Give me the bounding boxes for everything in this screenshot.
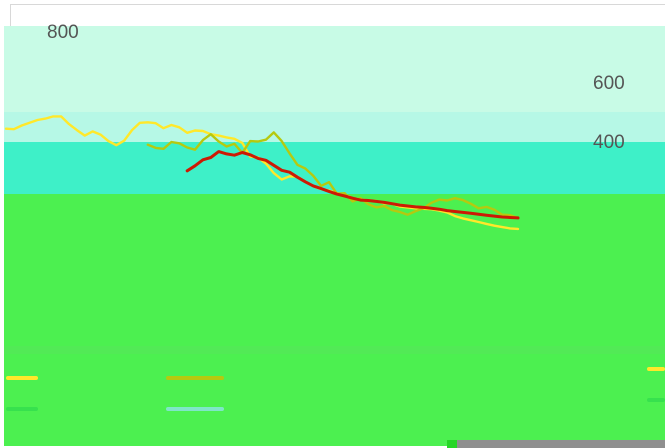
y-tick-label: 600 (593, 73, 625, 94)
series-line (146, 131, 520, 220)
horizontal-scrollbar[interactable] (447, 440, 665, 448)
background-band (4, 142, 665, 194)
series-line (185, 150, 520, 220)
background-strip (4, 346, 665, 354)
legend-swatch (647, 367, 665, 371)
background-band (4, 26, 665, 112)
chart-frame (10, 4, 665, 27)
legend-swatch (647, 398, 665, 402)
background-band (4, 112, 665, 142)
legend-swatch (6, 376, 38, 380)
legend-swatch (166, 376, 224, 380)
legend-swatch (6, 407, 38, 411)
y-tick-label: 400 (593, 132, 625, 153)
y-tick-label: 800 (47, 22, 79, 43)
series-line (4, 115, 520, 231)
legend-swatch (166, 407, 224, 411)
background-band (4, 194, 665, 446)
scrollbar-thumb[interactable] (447, 440, 457, 448)
